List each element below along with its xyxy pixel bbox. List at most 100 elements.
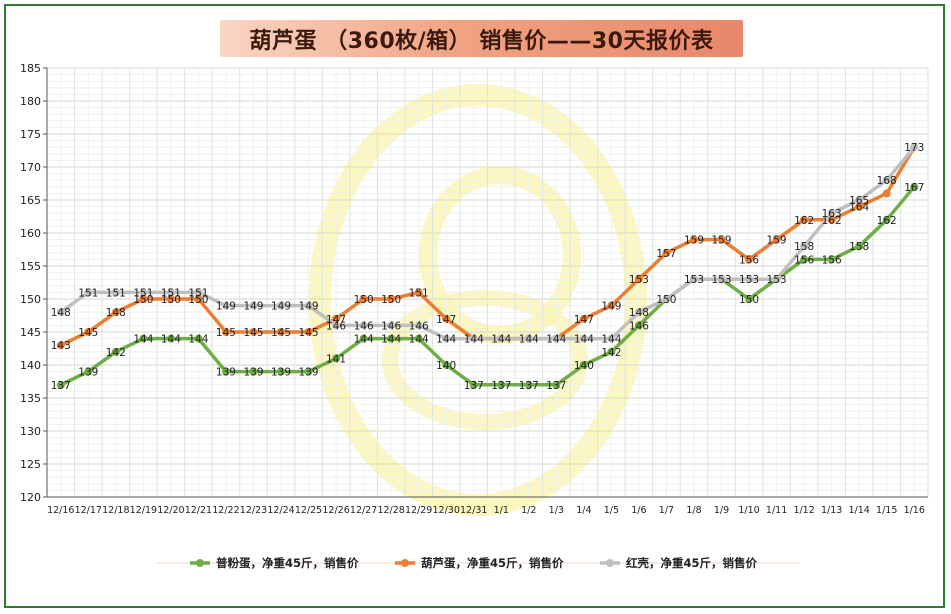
data-point — [855, 196, 864, 204]
data-label: 139 — [299, 367, 319, 379]
y-tick-label: 135 — [20, 392, 41, 405]
data-label: 150 — [381, 294, 401, 306]
series-lines — [56, 143, 919, 389]
data-point — [745, 295, 754, 303]
x-tick-label: 12/16 — [47, 505, 74, 516]
data-point — [359, 321, 368, 330]
series-line-2 — [59, 145, 916, 341]
data-label: 151 — [409, 287, 429, 299]
data-label: 144 — [381, 334, 401, 346]
data-label: 159 — [711, 235, 731, 247]
x-tick-label: 1/8 — [686, 505, 701, 516]
data-point — [607, 301, 616, 310]
data-point — [772, 235, 781, 244]
data-label: 145 — [216, 327, 236, 339]
data-point — [607, 334, 616, 343]
data-point — [249, 367, 258, 376]
data-point — [882, 189, 891, 198]
x-tick-label: 1/6 — [631, 505, 646, 516]
data-label: 149 — [601, 301, 621, 313]
x-tick-label: 12/24 — [267, 505, 294, 516]
legend-swatch-marker — [606, 559, 614, 567]
data-point — [524, 380, 533, 389]
data-label: 143 — [51, 340, 71, 352]
data-point — [84, 288, 93, 297]
data-point — [772, 275, 781, 284]
data-label: 162 — [794, 215, 814, 227]
data-point — [800, 255, 809, 264]
x-tick-label: 1/11 — [766, 505, 787, 516]
data-label: 137 — [546, 380, 566, 392]
x-tick-label: 1/15 — [876, 505, 897, 516]
x-tick-label: 1/7 — [659, 505, 674, 516]
data-point — [607, 347, 616, 356]
y-tick-label: 150 — [20, 293, 41, 306]
data-label: 151 — [78, 287, 98, 299]
data-label: 147 — [326, 314, 346, 326]
data-point — [855, 242, 864, 251]
data-point — [221, 301, 230, 310]
data-point — [469, 334, 478, 343]
data-point — [634, 275, 643, 284]
data-label: 139 — [271, 367, 291, 379]
data-label: 142 — [601, 347, 621, 359]
data-point — [139, 334, 148, 343]
data-point — [579, 334, 588, 343]
data-label: 144 — [133, 334, 153, 346]
data-point — [221, 367, 230, 376]
data-label: 144 — [464, 334, 484, 346]
x-tick-label: 1/1 — [494, 505, 509, 516]
series-line-0 — [59, 185, 916, 387]
data-point — [882, 176, 891, 185]
x-tick-label: 1/3 — [549, 505, 564, 516]
data-point — [552, 334, 561, 343]
x-tick-label: 1/14 — [849, 505, 870, 516]
data-label: 142 — [106, 347, 126, 359]
data-point — [552, 380, 561, 389]
data-label: 144 — [161, 334, 181, 346]
x-tick-label: 12/25 — [295, 505, 322, 516]
x-tick-label: 1/2 — [521, 505, 536, 516]
y-tick-label: 140 — [20, 359, 41, 372]
data-point — [387, 334, 396, 343]
legend-swatch-marker — [401, 559, 409, 567]
data-label: 167 — [904, 182, 924, 194]
data-point — [827, 209, 836, 218]
data-point — [221, 328, 230, 336]
x-tick-label: 12/29 — [405, 505, 432, 516]
data-label: 153 — [629, 274, 649, 286]
data-point — [497, 334, 506, 343]
axes — [43, 67, 928, 498]
data-point — [139, 295, 148, 303]
x-tick-label: 1/10 — [738, 505, 759, 516]
data-point — [304, 367, 313, 376]
data-label: 163 — [822, 208, 842, 220]
data-point — [359, 334, 368, 343]
data-label: 148 — [51, 307, 71, 319]
data-label: 164 — [849, 202, 869, 214]
x-tick-label: 1/4 — [576, 505, 591, 516]
data-label: 145 — [78, 327, 98, 339]
legend-entry: 红壳，净重45斤，销售价 — [626, 556, 758, 570]
y-tick-label: 125 — [20, 458, 41, 471]
legend-swatch-marker — [196, 559, 204, 567]
data-label: 168 — [877, 175, 897, 187]
data-point — [662, 248, 671, 257]
data-label: 137 — [519, 380, 539, 392]
data-point — [717, 235, 726, 244]
data-label: 153 — [767, 274, 787, 286]
data-label: 162 — [822, 215, 842, 227]
data-point — [524, 334, 533, 343]
data-point — [634, 321, 643, 330]
x-tick-label: 1/5 — [604, 505, 619, 516]
y-tick-label: 155 — [20, 260, 41, 273]
x-tick-label: 12/26 — [322, 505, 349, 516]
y-tick-label: 185 — [20, 62, 41, 75]
data-point — [166, 295, 175, 303]
data-point — [442, 314, 451, 323]
data-point — [56, 380, 65, 389]
data-label: 147 — [574, 314, 594, 326]
y-tick-label: 130 — [20, 425, 41, 438]
data-label: 144 — [546, 334, 566, 346]
